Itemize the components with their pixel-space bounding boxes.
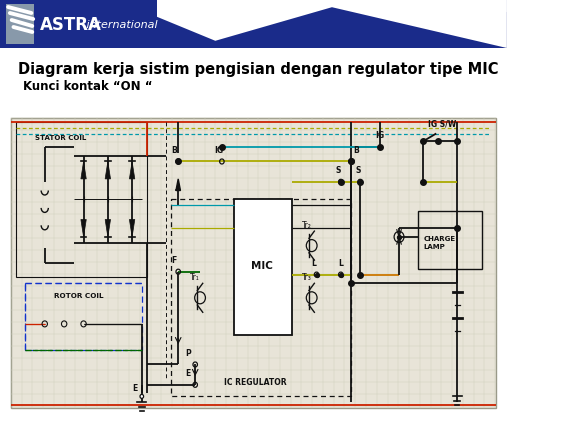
Circle shape [140, 394, 144, 398]
Point [419, 138, 428, 145]
Text: L: L [338, 259, 344, 268]
Bar [234, 199, 292, 335]
Polygon shape [81, 162, 86, 179]
Text: E: E [132, 384, 137, 393]
Point [173, 158, 182, 165]
Text: Tr₁: Tr₁ [190, 273, 200, 283]
Text: E: E [185, 369, 191, 378]
Text: Kunci kontak “ON “: Kunci kontak “ON “ [23, 80, 153, 93]
Text: Tr₃: Tr₃ [302, 273, 312, 283]
Text: STATOR COIL: STATOR COIL [35, 135, 86, 141]
Text: IG S/W: IG S/W [428, 120, 457, 129]
Bar [0, 0, 507, 48]
Text: IG: IG [375, 131, 384, 140]
Polygon shape [81, 220, 86, 237]
Text: international: international [82, 20, 157, 30]
Point [433, 138, 442, 145]
Point [312, 271, 321, 278]
Text: ROTOR COIL: ROTOR COIL [54, 293, 104, 299]
Text: CHARGE
LAMP: CHARGE LAMP [423, 236, 455, 250]
Point [453, 138, 462, 145]
Bar [419, 211, 481, 269]
Text: MIC: MIC [251, 261, 273, 271]
Point [336, 271, 345, 278]
Text: Diagram kerja sistim pengisian dengan regulator tipe MIC: Diagram kerja sistim pengisian dengan re… [18, 62, 498, 77]
Text: IC REGULATOR: IC REGULATOR [224, 378, 287, 387]
Text: S: S [355, 166, 360, 175]
Text: ASTRA: ASTRA [40, 16, 101, 34]
Text: L: L [312, 259, 316, 268]
Point [336, 179, 345, 185]
Point [375, 144, 384, 151]
Text: IG: IG [215, 146, 224, 155]
Bar [11, 118, 496, 408]
Polygon shape [105, 162, 111, 179]
Bar [25, 283, 142, 350]
Text: Tr₂: Tr₂ [302, 221, 312, 230]
Point [419, 179, 428, 185]
Polygon shape [157, 0, 507, 48]
Point [346, 158, 355, 165]
Point [453, 225, 462, 231]
Point [356, 179, 365, 185]
Bar [171, 199, 350, 396]
Text: F: F [171, 256, 176, 265]
Point [356, 271, 365, 278]
Polygon shape [129, 162, 135, 179]
Polygon shape [176, 179, 180, 190]
Text: B: B [171, 146, 177, 155]
Text: B: B [353, 146, 359, 155]
Point [394, 233, 403, 240]
Polygon shape [129, 220, 135, 237]
Text: P: P [185, 349, 191, 358]
Bar [16, 122, 147, 277]
Polygon shape [105, 220, 111, 237]
Point [218, 144, 227, 151]
Polygon shape [6, 4, 34, 44]
Text: S: S [336, 166, 341, 175]
Point [346, 280, 355, 287]
Point [346, 158, 355, 165]
Polygon shape [233, 0, 507, 12]
